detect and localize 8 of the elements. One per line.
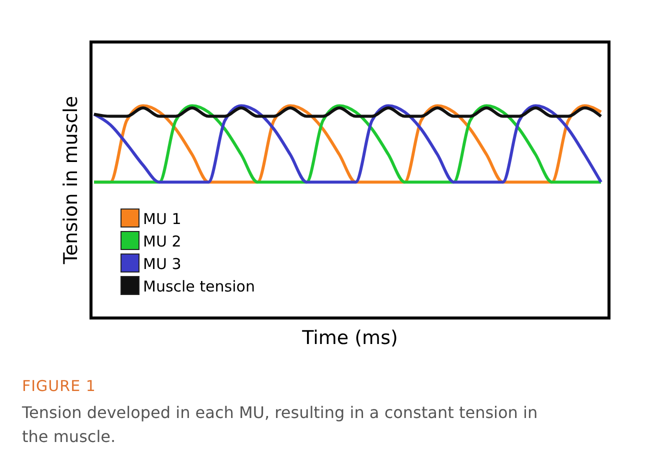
x-axis-title: Time (ms) [301, 327, 398, 349]
text: Tension developed in each MU, resulting in a constant tension in the muscle. [21, 403, 538, 446]
legend-label: Muscle tension [143, 278, 255, 296]
legend-label: MU 1 [143, 210, 182, 228]
y-axis-title: Tension in muscle [60, 96, 82, 266]
caption: FIGURE 1 [22, 377, 96, 395]
legend-label: MU 3 [143, 255, 182, 273]
legend-label: MU 2 [143, 232, 182, 250]
